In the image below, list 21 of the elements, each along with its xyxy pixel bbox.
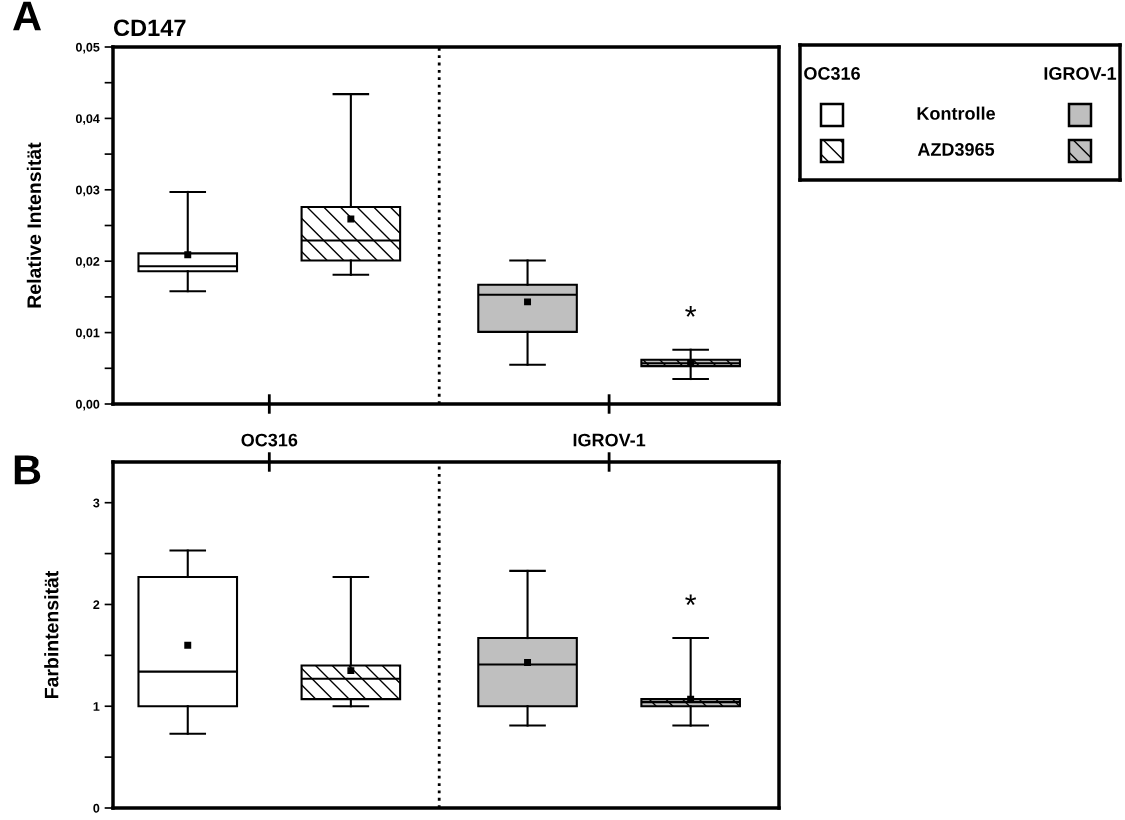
y-tick-label: 3 (93, 498, 100, 508)
y-tick-label: 1 (93, 702, 100, 711)
y-tick-label: 0,05 (75, 42, 100, 54)
text: A (13, 1, 41, 31)
text: B (14, 455, 41, 485)
y-tick-label: 0,02 (75, 257, 100, 268)
y-axis-title: Relative Intensität (26, 142, 42, 308)
chart-title: CD147 (113, 19, 186, 37)
category-label: IGROV-1 (1044, 67, 1117, 80)
text: Kontrolle (917, 106, 996, 120)
text: AZD3965 (917, 143, 995, 156)
y-tick-label: 0,03 (75, 185, 100, 197)
annotation: * (685, 594, 697, 606)
y-tick-label: 0,04 (75, 114, 100, 125)
y-tick-label: 0 (93, 803, 100, 813)
annotation: * (685, 306, 697, 317)
y-axis-title: Farbintensität (44, 570, 59, 698)
y-tick-label: 2 (93, 600, 100, 609)
y-tick-label: 0,01 (75, 328, 100, 340)
y-tick-label: 0,00 (75, 399, 100, 411)
category-label: OC316 (804, 67, 860, 80)
